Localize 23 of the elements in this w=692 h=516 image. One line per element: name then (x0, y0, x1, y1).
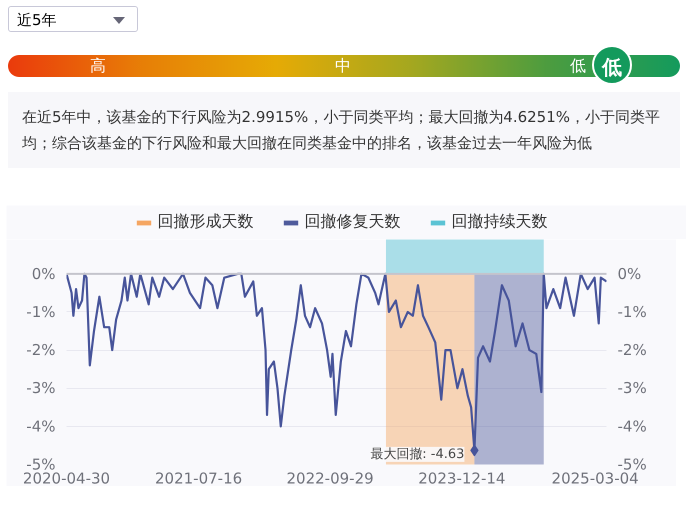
y2-tick-label: -4% (618, 417, 647, 436)
annotation: 最大回撤: -4.63 (370, 446, 464, 462)
y2-tick-label: -3% (618, 379, 647, 398)
y-tick-label: 0% (32, 264, 56, 283)
text: 在近5年中，该基金的下行风险为2.9915%，小于同类平均；最大回撤为4.6251%，小于同类平均；综合该基金的下行风险和最大回撤在同类基金中的排名，该基金过去一年风险为低 (8, 92, 680, 168)
legend-label: 回撤形成天数 (158, 212, 254, 232)
y-tick-label: -4% (26, 417, 56, 436)
text: 中 (335, 55, 351, 77)
x-tick-label: 2022-09-29 (286, 470, 374, 488)
y-tick-label: -1% (26, 302, 56, 321)
y2-tick-label: -1% (618, 302, 647, 321)
y-tick-label: -2% (26, 341, 56, 360)
x-tick-label: 2023-12-14 (418, 470, 506, 488)
y2-tick-label: -2% (618, 341, 647, 360)
text: 低 (592, 45, 632, 85)
y2-tick-label: 0% (618, 264, 642, 283)
y-tick-label: -3% (26, 379, 56, 398)
x-tick-label: 2021-07-16 (155, 470, 242, 488)
text: 高 (90, 55, 106, 77)
legend-label: 回撤修复天数 (304, 212, 400, 232)
text: 低 (570, 55, 586, 77)
legend-label: 回撤持续天数 (452, 212, 548, 232)
text: 近5年 (8, 6, 138, 32)
